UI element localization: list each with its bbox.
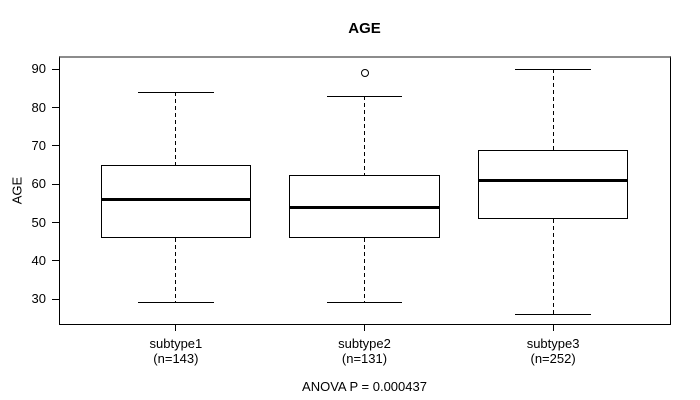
upper-whisker-cap	[138, 91, 214, 93]
lower-whisker-cap	[326, 302, 403, 304]
y-tick-label: 80	[31, 99, 46, 115]
chart-title: AGE	[348, 20, 381, 37]
y-tick-label: 30	[31, 291, 46, 307]
x-tick-mark	[364, 325, 365, 331]
y-tick-mark	[52, 107, 59, 109]
median-line	[100, 198, 252, 201]
upper-whisker-cap	[326, 95, 403, 97]
x-category-label: subtype2 (n=131)	[338, 336, 391, 366]
y-tick-mark	[52, 145, 59, 147]
y-tick-label: 40	[31, 252, 46, 268]
median-line	[477, 178, 629, 182]
y-tick-label: 50	[31, 214, 46, 230]
upper-whisker-line	[175, 92, 177, 165]
lower-whisker-line	[175, 237, 177, 303]
box-iqr	[100, 165, 252, 238]
y-tick-mark	[52, 222, 59, 223]
upper-whisker-line	[364, 96, 365, 175]
y-tick-mark	[52, 183, 59, 185]
upper-whisker-line	[552, 69, 554, 150]
y-tick-mark	[52, 298, 59, 300]
y-tick-mark	[52, 260, 59, 262]
y-tick-label: 60	[31, 176, 46, 192]
box-iqr	[477, 149, 629, 219]
outlier-point	[360, 69, 369, 78]
y-tick-label: 70	[31, 137, 46, 153]
lower-whisker-cap	[138, 302, 214, 304]
x-category-label: subtype3 (n=252)	[526, 336, 580, 366]
lower-whisker-line	[364, 237, 365, 303]
upper-whisker-cap	[515, 68, 591, 70]
lower-whisker-line	[552, 218, 554, 315]
y-tick-label: 90	[31, 61, 46, 77]
lower-whisker-cap	[515, 313, 591, 315]
plot-area	[59, 56, 671, 325]
median-line	[289, 205, 440, 209]
x-tick-mark	[175, 325, 177, 331]
x-category-label: subtype1 (n=143)	[149, 336, 203, 366]
y-tick-mark	[52, 68, 59, 70]
x-tick-mark	[552, 325, 554, 331]
anova-annotation: ANOVA P = 0.000437	[302, 379, 427, 394]
